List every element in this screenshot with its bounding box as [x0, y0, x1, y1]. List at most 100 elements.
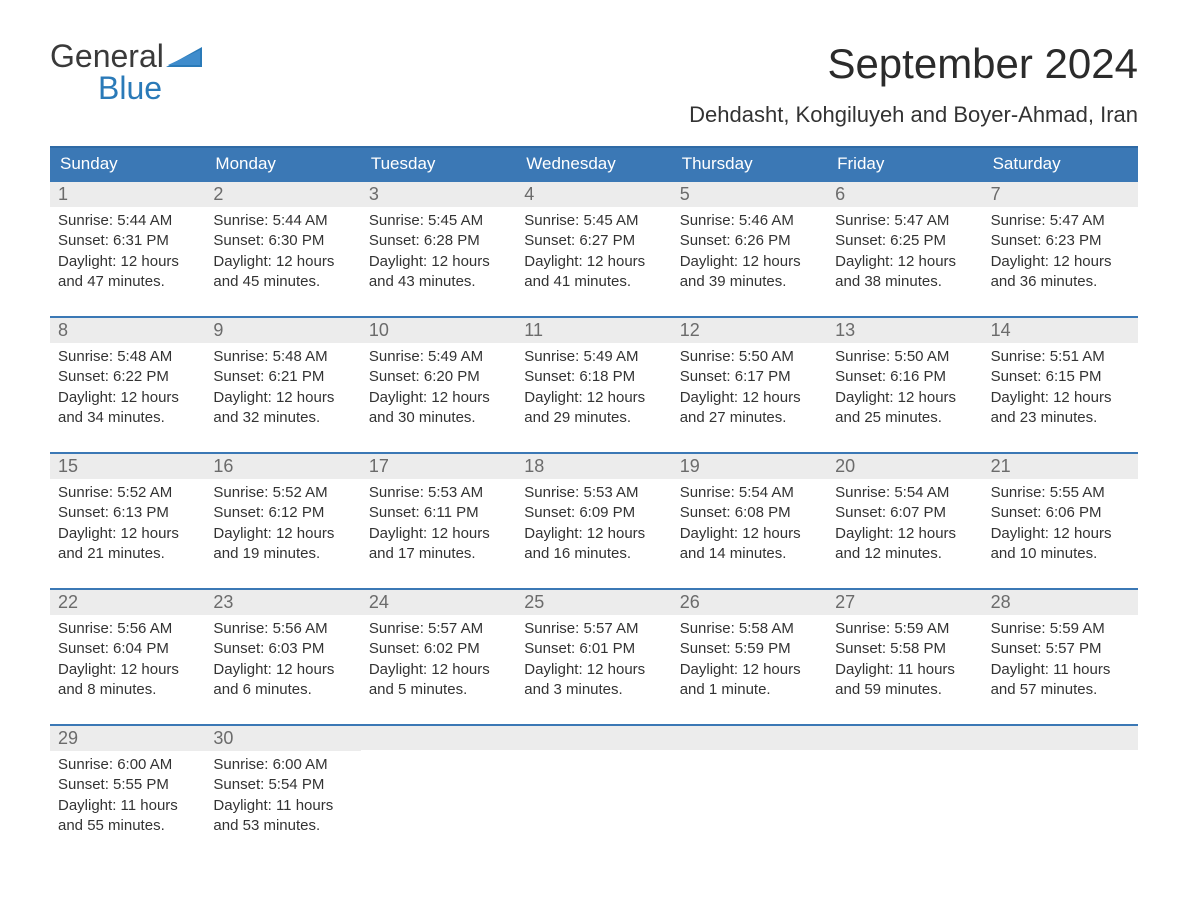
day-cell: 17Sunrise: 5:53 AMSunset: 6:11 PMDayligh… [361, 454, 516, 564]
sunset-text: Sunset: 5:55 PM [58, 775, 197, 795]
sunset-text: Sunset: 6:12 PM [213, 503, 352, 523]
day-cell: 3Sunrise: 5:45 AMSunset: 6:28 PMDaylight… [361, 182, 516, 292]
day-body: Sunrise: 5:57 AMSunset: 6:02 PMDaylight:… [361, 615, 516, 700]
day-cell: 21Sunrise: 5:55 AMSunset: 6:06 PMDayligh… [983, 454, 1138, 564]
daylight-text: Daylight: 12 hours [835, 524, 974, 544]
day-body: Sunrise: 5:52 AMSunset: 6:13 PMDaylight:… [50, 479, 205, 564]
daylight-text: Daylight: 12 hours [213, 388, 352, 408]
logo-text-general: General [50, 40, 164, 72]
empty-day-number [516, 726, 671, 750]
day-body: Sunrise: 5:44 AMSunset: 6:30 PMDaylight:… [205, 207, 360, 292]
daylight-text: Daylight: 12 hours [213, 660, 352, 680]
daylight-text: Daylight: 11 hours [213, 796, 352, 816]
sunset-text: Sunset: 6:07 PM [835, 503, 974, 523]
daylight-text: Daylight: 12 hours [524, 660, 663, 680]
day-number: 23 [205, 590, 360, 615]
day-body: Sunrise: 5:59 AMSunset: 5:57 PMDaylight:… [983, 615, 1138, 700]
daylight-text: and 23 minutes. [991, 408, 1130, 428]
sunset-text: Sunset: 6:30 PM [213, 231, 352, 251]
day-body: Sunrise: 5:57 AMSunset: 6:01 PMDaylight:… [516, 615, 671, 700]
day-body: Sunrise: 5:50 AMSunset: 6:17 PMDaylight:… [672, 343, 827, 428]
daylight-text: and 5 minutes. [369, 680, 508, 700]
daylight-text: Daylight: 11 hours [991, 660, 1130, 680]
day-body: Sunrise: 5:58 AMSunset: 5:59 PMDaylight:… [672, 615, 827, 700]
daylight-text: Daylight: 12 hours [991, 252, 1130, 272]
sunrise-text: Sunrise: 5:49 AM [369, 347, 508, 367]
day-cell: 29Sunrise: 6:00 AMSunset: 5:55 PMDayligh… [50, 726, 205, 836]
daylight-text: Daylight: 12 hours [680, 252, 819, 272]
day-cell: 27Sunrise: 5:59 AMSunset: 5:58 PMDayligh… [827, 590, 982, 700]
weeks-container: 1Sunrise: 5:44 AMSunset: 6:31 PMDaylight… [50, 180, 1138, 836]
weekday-saturday: Saturday [983, 148, 1138, 180]
sunrise-text: Sunrise: 5:45 AM [369, 211, 508, 231]
daylight-text: Daylight: 12 hours [524, 252, 663, 272]
sunset-text: Sunset: 5:59 PM [680, 639, 819, 659]
sunrise-text: Sunrise: 5:47 AM [991, 211, 1130, 231]
day-number: 7 [983, 182, 1138, 207]
sunset-text: Sunset: 6:15 PM [991, 367, 1130, 387]
daylight-text: and 29 minutes. [524, 408, 663, 428]
day-cell: 23Sunrise: 5:56 AMSunset: 6:03 PMDayligh… [205, 590, 360, 700]
day-cell: 18Sunrise: 5:53 AMSunset: 6:09 PMDayligh… [516, 454, 671, 564]
day-body: Sunrise: 5:47 AMSunset: 6:23 PMDaylight:… [983, 207, 1138, 292]
daylight-text: and 16 minutes. [524, 544, 663, 564]
sunrise-text: Sunrise: 5:56 AM [213, 619, 352, 639]
day-number: 20 [827, 454, 982, 479]
day-cell: 4Sunrise: 5:45 AMSunset: 6:27 PMDaylight… [516, 182, 671, 292]
day-number: 22 [50, 590, 205, 615]
sunrise-text: Sunrise: 5:45 AM [524, 211, 663, 231]
day-number: 21 [983, 454, 1138, 479]
day-body: Sunrise: 5:45 AMSunset: 6:27 PMDaylight:… [516, 207, 671, 292]
sunset-text: Sunset: 5:57 PM [991, 639, 1130, 659]
sunrise-text: Sunrise: 5:59 AM [991, 619, 1130, 639]
sunset-text: Sunset: 5:58 PM [835, 639, 974, 659]
empty-day-cell [516, 726, 671, 836]
sunrise-text: Sunrise: 5:53 AM [369, 483, 508, 503]
sunrise-text: Sunrise: 5:57 AM [369, 619, 508, 639]
day-cell: 16Sunrise: 5:52 AMSunset: 6:12 PMDayligh… [205, 454, 360, 564]
daylight-text: and 57 minutes. [991, 680, 1130, 700]
daylight-text: Daylight: 12 hours [58, 524, 197, 544]
day-body: Sunrise: 5:49 AMSunset: 6:18 PMDaylight:… [516, 343, 671, 428]
empty-day-cell [361, 726, 516, 836]
day-cell: 11Sunrise: 5:49 AMSunset: 6:18 PMDayligh… [516, 318, 671, 428]
daylight-text: and 14 minutes. [680, 544, 819, 564]
daylight-text: and 45 minutes. [213, 272, 352, 292]
day-body: Sunrise: 5:54 AMSunset: 6:08 PMDaylight:… [672, 479, 827, 564]
daylight-text: Daylight: 12 hours [680, 524, 819, 544]
day-cell: 5Sunrise: 5:46 AMSunset: 6:26 PMDaylight… [672, 182, 827, 292]
day-body: Sunrise: 5:52 AMSunset: 6:12 PMDaylight:… [205, 479, 360, 564]
logo-top-row: General [50, 40, 202, 72]
sunrise-text: Sunrise: 5:47 AM [835, 211, 974, 231]
day-cell: 30Sunrise: 6:00 AMSunset: 5:54 PMDayligh… [205, 726, 360, 836]
day-cell: 15Sunrise: 5:52 AMSunset: 6:13 PMDayligh… [50, 454, 205, 564]
day-body: Sunrise: 5:48 AMSunset: 6:22 PMDaylight:… [50, 343, 205, 428]
daylight-text: Daylight: 12 hours [369, 388, 508, 408]
weekday-wednesday: Wednesday [516, 148, 671, 180]
daylight-text: Daylight: 11 hours [58, 796, 197, 816]
day-cell: 8Sunrise: 5:48 AMSunset: 6:22 PMDaylight… [50, 318, 205, 428]
sunrise-text: Sunrise: 5:52 AM [213, 483, 352, 503]
flag-icon [166, 40, 202, 72]
day-number: 12 [672, 318, 827, 343]
daylight-text: Daylight: 12 hours [680, 660, 819, 680]
day-number: 26 [672, 590, 827, 615]
sunset-text: Sunset: 6:26 PM [680, 231, 819, 251]
page-header: General Blue September 2024 Dehdasht, Ko… [50, 40, 1138, 128]
empty-day-number [983, 726, 1138, 750]
empty-day-cell [983, 726, 1138, 836]
day-body: Sunrise: 5:50 AMSunset: 6:16 PMDaylight:… [827, 343, 982, 428]
day-cell: 28Sunrise: 5:59 AMSunset: 5:57 PMDayligh… [983, 590, 1138, 700]
daylight-text: and 38 minutes. [835, 272, 974, 292]
sunrise-text: Sunrise: 5:49 AM [524, 347, 663, 367]
day-number: 16 [205, 454, 360, 479]
day-body: Sunrise: 5:51 AMSunset: 6:15 PMDaylight:… [983, 343, 1138, 428]
empty-day-number [361, 726, 516, 750]
day-cell: 26Sunrise: 5:58 AMSunset: 5:59 PMDayligh… [672, 590, 827, 700]
sunset-text: Sunset: 6:13 PM [58, 503, 197, 523]
daylight-text: and 55 minutes. [58, 816, 197, 836]
sunrise-text: Sunrise: 5:58 AM [680, 619, 819, 639]
day-number: 19 [672, 454, 827, 479]
daylight-text: Daylight: 12 hours [213, 252, 352, 272]
weekday-thursday: Thursday [672, 148, 827, 180]
